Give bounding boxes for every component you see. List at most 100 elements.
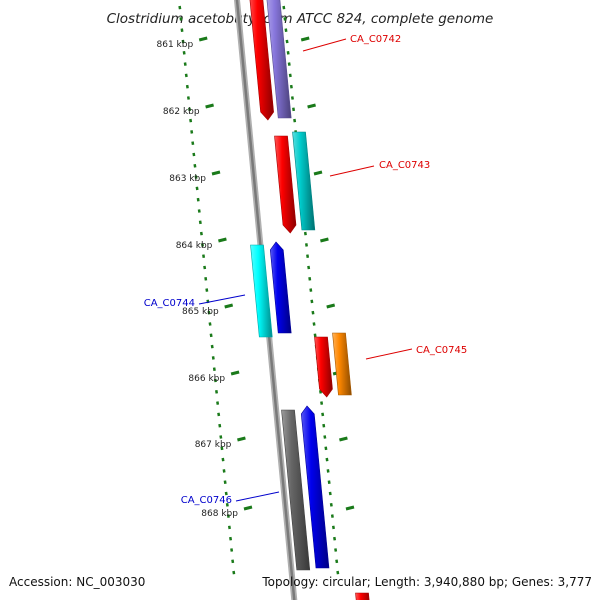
tick-dash	[323, 435, 327, 439]
tick-dash	[282, 5, 286, 10]
gene-label-ca-c0746[interactable]: CA_C0746	[181, 495, 232, 506]
cds-arrow-ca-c0742	[249, 0, 274, 121]
gene-label-ca-c0743[interactable]: CA_C0743	[379, 160, 430, 171]
gene-label-layer	[198, 38, 413, 502]
tick-dash	[310, 299, 314, 304]
tick-dash	[292, 107, 296, 112]
tick-dash	[285, 39, 289, 44]
tick-dash	[210, 344, 214, 349]
tick-dash	[220, 446, 224, 451]
gene-leader-line	[235, 491, 280, 502]
map-title: Clostridium acetobutylicum ATCC 824, com…	[107, 11, 494, 27]
kbp-tick-mark	[211, 170, 221, 176]
tick-dash	[178, 5, 182, 10]
tick-dash	[321, 412, 325, 417]
tick-dash	[288, 73, 292, 78]
tick-dash	[326, 469, 330, 473]
tick-label-864: 864 kbp	[176, 241, 213, 251]
kbp-tick-mark	[300, 36, 310, 42]
tick-dash	[188, 107, 192, 112]
tick-dash	[319, 390, 322, 394]
tick-dash	[293, 118, 297, 123]
tick-label-862: 862 kbp	[163, 107, 200, 117]
gene-leader-line	[302, 38, 347, 52]
tick-dash	[190, 130, 194, 134]
tick-dash	[313, 333, 317, 338]
tick-dash	[189, 118, 193, 123]
tick-dash	[335, 559, 339, 564]
tick-dash	[312, 322, 316, 326]
tick-label-865: 865 kbp	[182, 307, 219, 317]
tick-dash	[218, 423, 222, 428]
feature-block-ca-c0746	[281, 409, 311, 571]
tick-dash	[336, 570, 340, 575]
tick-dash	[330, 514, 334, 518]
tick-dash	[331, 525, 335, 530]
kbp-tick-mark	[326, 303, 336, 309]
gene-leader-line	[198, 294, 246, 305]
tick-dash	[311, 310, 315, 315]
kbp-tick-mark	[345, 505, 355, 511]
tick-dash	[305, 243, 308, 247]
tick-dash	[196, 197, 200, 202]
tick-dash	[219, 435, 223, 439]
tick-dash	[198, 220, 202, 225]
kbp-tick-layer	[198, 36, 355, 511]
tick-dash	[306, 254, 310, 258]
tick-dash	[195, 186, 199, 191]
tick-dash	[181, 39, 185, 44]
cds-arrow-ca-c0745	[314, 336, 333, 398]
feature-block-ca-c0745	[332, 332, 352, 396]
tick-dash	[203, 265, 207, 270]
tick-dash	[197, 209, 201, 213]
tick-dash	[334, 548, 338, 552]
tick-dash	[325, 457, 329, 462]
tick-dash	[329, 503, 333, 507]
tick-dash	[211, 356, 215, 360]
gene-leader-line	[365, 348, 413, 360]
tick-label-866: 866 kbp	[188, 374, 225, 384]
tick-dash	[208, 322, 212, 326]
tick-label-861: 861 kbp	[157, 40, 194, 50]
kbp-tick-mark	[218, 237, 227, 243]
tick-dash	[180, 28, 184, 32]
kbp-tick-mark	[307, 103, 316, 109]
tick-dash	[322, 423, 326, 428]
tick-dash	[212, 367, 216, 371]
gene-label-ca-c0744[interactable]: CA_C0744	[144, 298, 195, 309]
tick-dash	[182, 51, 186, 55]
tick-dash	[308, 277, 312, 281]
kbp-tick-mark	[243, 505, 253, 511]
tick-dash	[215, 390, 218, 394]
tick-dash	[207, 310, 211, 315]
kbp-tick-mark	[198, 36, 208, 42]
tick-dash	[223, 480, 227, 484]
tick-dash	[327, 480, 331, 484]
tick-dash	[184, 73, 188, 78]
tick-label-867: 867 kbp	[195, 440, 232, 450]
tick-dash	[205, 288, 209, 292]
tick-dash	[320, 401, 324, 405]
gene-label-ca-c0742[interactable]: CA_C0742	[350, 34, 401, 45]
kbp-tick-mark	[230, 370, 240, 376]
tick-dash	[289, 84, 293, 89]
kbp-tick-mark	[224, 303, 234, 309]
tick-dash	[229, 536, 233, 541]
cds-arrow-ca-c0746	[300, 405, 330, 569]
gene-label-ca-c0745[interactable]: CA_C0745	[416, 345, 467, 356]
cds-arrow-next-gene	[355, 592, 370, 600]
tick-dash	[309, 288, 313, 292]
tick-dash	[191, 141, 195, 145]
tick-dash	[192, 152, 196, 157]
tick-dash	[204, 277, 208, 281]
tick-dash	[202, 254, 206, 258]
cds-arrow-ca-c0744	[269, 241, 292, 334]
tick-dash	[209, 333, 213, 338]
tick-dash	[227, 525, 231, 530]
tick-dash	[199, 231, 203, 236]
tick-dash	[183, 62, 187, 66]
kbp-tick-mark	[237, 436, 246, 442]
tick-dash	[179, 17, 183, 21]
